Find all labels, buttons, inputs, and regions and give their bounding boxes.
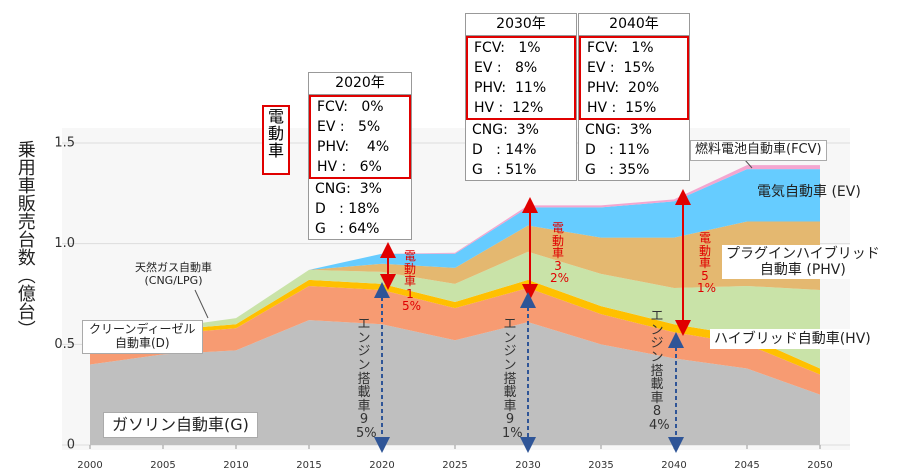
x-tick-label: 2050 [807, 460, 832, 471]
area-5 [90, 169, 820, 343]
x-tick-label: 2000 [77, 460, 102, 471]
series-label: クリーンディーゼル 自動車(D) [82, 320, 203, 354]
year-box-row: HV : 12% [474, 100, 544, 116]
x-tick-label: 2015 [296, 460, 321, 471]
electric-share: 電動車 15% [402, 249, 422, 314]
series-label: プラグインハイブリッド 自動車 (PHV) [722, 245, 884, 280]
year-box-row: FCV: 1% [474, 40, 541, 56]
year-box: 2030年 FCV: 1% EV : 8% PHV: 11% HV : 12% CNG: … [465, 13, 577, 181]
year-box-row: PHV: 4% [317, 139, 390, 155]
year-box-row: CNG: 3% [585, 122, 652, 138]
y-tick-label: 0.5 [54, 337, 75, 352]
area-4 [90, 221, 820, 343]
x-tick-label: 2045 [734, 460, 759, 471]
y-tick-label: 1.5 [54, 136, 75, 151]
year-box-row: D : 14% [472, 142, 537, 158]
leader-line [194, 289, 209, 319]
highlight: FCV: 1% EV : 15% PHV: 20% HV : 15% [579, 36, 689, 120]
year-box-row: FCV: 0% [317, 99, 384, 115]
engine-share: エンジン搭載車 84% [649, 309, 670, 434]
year-box-row: G : 64% [315, 221, 380, 237]
year-box-row: D : 18% [315, 201, 380, 217]
electric-share: 電動車 51% [697, 231, 717, 296]
y-tick-label: 0 [67, 438, 75, 453]
highlight: FCV: 0% EV : 5% PHV: 4% HV : 6% [309, 95, 411, 179]
year-box-row: HV : 6% [317, 159, 382, 175]
year-box-row: PHV: 11% [474, 80, 547, 96]
series-label: ハイブリッド自動車(HV) [710, 329, 875, 350]
year-box-row: G : 35% [585, 162, 650, 178]
y-axis-label: 乗用車販売台数（億台） [14, 140, 36, 338]
year-box-title: 2040年 [579, 14, 689, 36]
series-label: 燃料電池自動車(FCV) [690, 140, 827, 161]
electric-label: 電動車 [262, 105, 290, 175]
year-box-title: 2020年 [309, 73, 411, 95]
area-1 [90, 285, 820, 395]
x-tick-label: 2005 [150, 460, 175, 471]
year-box-row: EV : 8% [474, 60, 538, 76]
x-tick-label: 2025 [442, 460, 467, 471]
year-box-row: EV : 5% [317, 119, 381, 135]
area-6 [90, 165, 820, 343]
series-label: 電気自動車 (EV) [757, 184, 861, 200]
year-box-row: CNG: 3% [472, 122, 539, 138]
engine-share: エンジン搭載車 95% [356, 317, 377, 442]
series-label: 天然ガス自動車 (CNG/LPG) [135, 261, 212, 287]
x-tick-label: 2030 [515, 460, 540, 471]
x-tick-label: 2035 [588, 460, 613, 471]
x-tick-label: 2020 [369, 460, 394, 471]
year-box: 2040年 FCV: 1% EV : 15% PHV: 20% HV : 15% CNG:… [578, 13, 690, 181]
year-box-row: D : 11% [585, 142, 650, 158]
year-box-row: FCV: 1% [587, 40, 654, 56]
year-box: 2020年 FCV: 0% EV : 5% PHV: 4% HV : 6% CNG: 3%… [308, 72, 412, 240]
area-2 [90, 279, 820, 375]
year-box-row: CNG: 3% [315, 181, 382, 197]
year-box-row: EV : 15% [587, 60, 655, 76]
highlight: FCV: 1% EV : 8% PHV: 11% HV : 12% [466, 36, 576, 120]
year-box-row: HV : 15% [587, 100, 657, 116]
year-box-title: 2030年 [466, 14, 576, 36]
year-box-row: PHV: 20% [587, 80, 660, 96]
y-tick-label: 1.0 [54, 236, 75, 251]
leader-line [744, 159, 753, 169]
x-tick-label: 2010 [223, 460, 248, 471]
x-tick-label: 2040 [661, 460, 686, 471]
engine-share: エンジン搭載車 91% [502, 317, 523, 442]
series-label: ガソリン自動車(G) [103, 412, 258, 439]
year-box-row: G : 51% [472, 162, 537, 178]
electric-share: 電動車 32% [550, 221, 570, 286]
